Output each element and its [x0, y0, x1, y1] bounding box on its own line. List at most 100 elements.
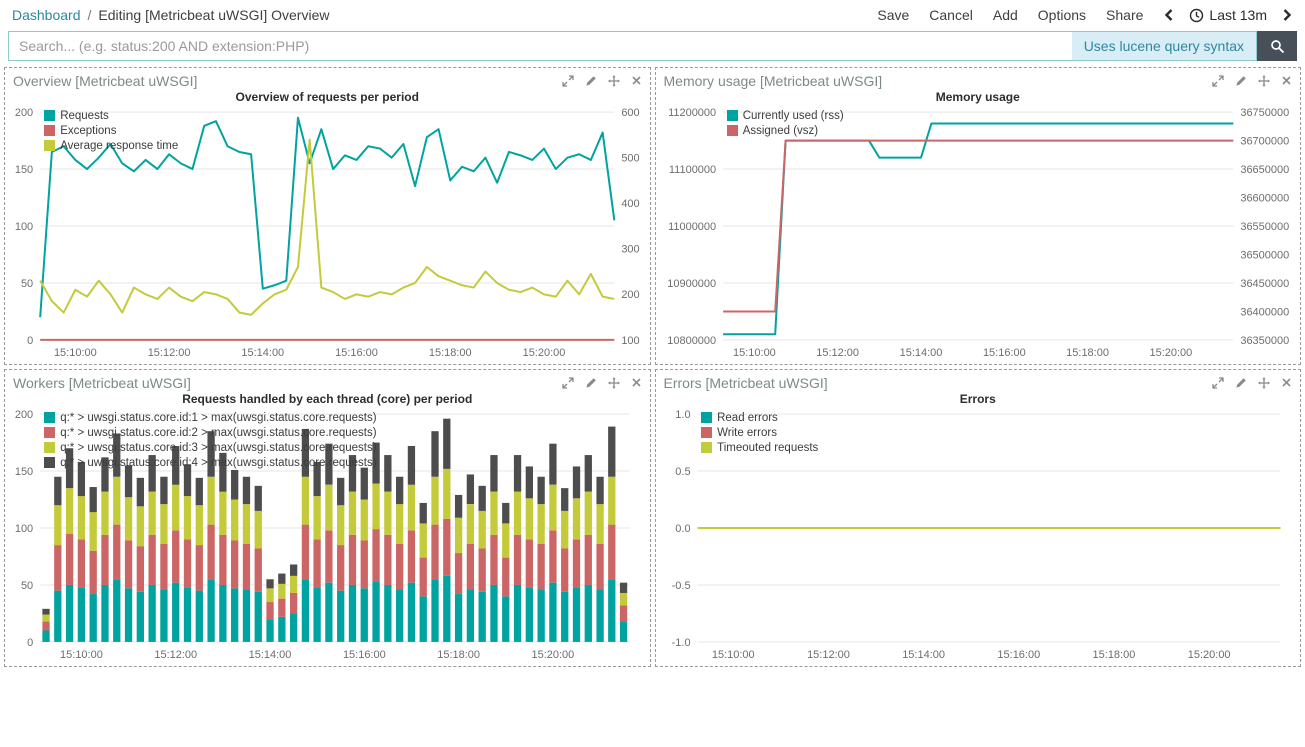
- svg-text:15:18:00: 15:18:00: [437, 649, 480, 661]
- chart-title: Requests handled by each thread (core) p…: [182, 392, 473, 406]
- panel-header: Errors [Metricbeat uWSGI]: [656, 370, 1301, 392]
- legend-swatch: [44, 140, 56, 151]
- search-input[interactable]: [9, 32, 1072, 60]
- breadcrumb-current: Editing [Metricbeat uWSGI] Overview: [98, 7, 330, 23]
- legend-swatch: [44, 442, 56, 453]
- chart-canvas: 0 50 100 150 200 15:10:00 15:12:00 15:14:00 15:1…: [15, 409, 630, 661]
- svg-text:-0.5: -0.5: [671, 580, 690, 592]
- overview-requests-chart: 0 50 100 150 200 100 200 300 400 500 600 15:10:00 15…: [9, 106, 646, 362]
- errors-chart: -1.0 -0.5 0.0 0.5 1.0 15:10:00 15:12:00 15:14:0…: [660, 408, 1297, 664]
- legend-label: Currently used (rss): [742, 109, 844, 122]
- svg-text:15:12:00: 15:12:00: [154, 649, 197, 661]
- svg-text:100: 100: [15, 523, 33, 535]
- move-panel-button[interactable]: [1258, 74, 1270, 87]
- legend-item[interactable]: Currently used (rss): [726, 108, 844, 123]
- svg-text:36600000: 36600000: [1240, 192, 1289, 204]
- chart-title: Memory usage: [935, 90, 1020, 104]
- panel-icons: [561, 376, 642, 389]
- svg-text:36500000: 36500000: [1240, 249, 1289, 261]
- search-submit-button[interactable]: [1257, 31, 1297, 61]
- legend-item[interactable]: q:* > uwsgi.status.core.id:3 > max(uwsgi…: [44, 440, 377, 455]
- remove-panel-button[interactable]: [1281, 75, 1292, 86]
- cancel-button[interactable]: Cancel: [929, 7, 973, 23]
- save-button[interactable]: Save: [877, 7, 910, 23]
- svg-text:15:16:00: 15:16:00: [335, 347, 378, 359]
- move-icon: [607, 74, 620, 87]
- legend-item[interactable]: Read errors: [701, 410, 818, 425]
- legend-item[interactable]: Write errors: [701, 425, 818, 440]
- timepicker-button[interactable]: Last 13m: [1183, 6, 1273, 24]
- breadcrumb-dashboard-link[interactable]: Dashboard: [12, 7, 81, 23]
- search-icon: [1270, 39, 1284, 53]
- svg-text:15:20:00: 15:20:00: [1149, 347, 1192, 359]
- svg-text:15:14:00: 15:14:00: [899, 347, 942, 359]
- svg-text:50: 50: [21, 278, 33, 290]
- legend-label: q:* > uwsgi.status.core.id:4 > max(uwsgi…: [60, 456, 377, 469]
- svg-text:15:16:00: 15:16:00: [982, 347, 1025, 359]
- expand-panel-button[interactable]: [1212, 74, 1224, 87]
- move-panel-button[interactable]: [1258, 376, 1270, 389]
- svg-text:15:10:00: 15:10:00: [60, 649, 103, 661]
- time-prev-button[interactable]: [1163, 8, 1175, 22]
- legend-item[interactable]: Assigned (vsz): [726, 123, 844, 138]
- legend-label: Requests: [60, 109, 109, 122]
- panel-title: Workers [Metricbeat uWSGI]: [13, 374, 191, 391]
- legend-label: Exceptions: [60, 124, 117, 137]
- edit-panel-button[interactable]: [585, 377, 597, 389]
- svg-text:1.0: 1.0: [675, 409, 690, 421]
- legend-label: q:* > uwsgi.status.core.id:3 > max(uwsgi…: [60, 441, 377, 454]
- time-next-button[interactable]: [1281, 8, 1293, 22]
- remove-panel-button[interactable]: [631, 75, 642, 86]
- svg-text:36400000: 36400000: [1240, 306, 1289, 318]
- move-icon: [1258, 376, 1270, 389]
- breadcrumb-separator: /: [87, 7, 92, 23]
- options-button[interactable]: Options: [1037, 7, 1087, 23]
- legend-label: q:* > uwsgi.status.core.id:1 > max(uwsgi…: [60, 411, 377, 424]
- svg-text:0: 0: [27, 637, 33, 649]
- legend-item[interactable]: Timeouted requests: [701, 440, 818, 455]
- legend-item[interactable]: Exceptions: [44, 123, 178, 138]
- panel-header: Memory usage [Metricbeat uWSGI]: [656, 68, 1301, 90]
- svg-text:11000000: 11000000: [668, 221, 716, 233]
- svg-text:50: 50: [21, 580, 33, 592]
- close-icon: [1282, 378, 1291, 387]
- move-panel-button[interactable]: [607, 376, 620, 389]
- expand-panel-button[interactable]: [561, 74, 574, 87]
- expand-panel-button[interactable]: [1212, 376, 1224, 389]
- svg-text:36450000: 36450000: [1240, 278, 1289, 290]
- legend-item[interactable]: q:* > uwsgi.status.core.id:2 > max(uwsgi…: [44, 425, 377, 440]
- legend-item[interactable]: q:* > uwsgi.status.core.id:1 > max(uwsgi…: [44, 410, 377, 425]
- svg-text:300: 300: [621, 244, 639, 256]
- svg-text:-1.0: -1.0: [671, 637, 690, 649]
- workers-requests-chart: 0 50 100 150 200 15:10:00 15:12:00 15:14:00 15:1…: [9, 408, 646, 664]
- edit-panel-button[interactable]: [585, 75, 597, 87]
- panel-icons: [1212, 376, 1292, 389]
- legend-label: Assigned (vsz): [742, 124, 819, 137]
- time-navigation: Last 13m: [1163, 6, 1293, 24]
- edit-panel-button[interactable]: [1235, 75, 1247, 87]
- chart-legend: Read errors Write errors Timeouted request…: [701, 410, 818, 455]
- close-icon: [1282, 76, 1291, 85]
- move-icon: [607, 376, 620, 389]
- legend-label: Read errors: [717, 411, 778, 424]
- svg-text:15:10:00: 15:10:00: [733, 347, 776, 359]
- lucene-syntax-link[interactable]: Uses lucene query syntax: [1071, 32, 1256, 60]
- edit-panel-button[interactable]: [1235, 377, 1247, 389]
- svg-text:15:12:00: 15:12:00: [148, 347, 191, 359]
- legend-item[interactable]: q:* > uwsgi.status.core.id:4 > max(uwsgi…: [44, 455, 377, 470]
- legend-swatch: [701, 412, 713, 423]
- legend-item[interactable]: Average response time: [44, 138, 178, 153]
- remove-panel-button[interactable]: [1281, 377, 1292, 388]
- svg-text:100: 100: [15, 221, 33, 233]
- share-button[interactable]: Share: [1106, 7, 1144, 23]
- svg-text:0: 0: [27, 335, 33, 347]
- move-panel-button[interactable]: [607, 74, 620, 87]
- expand-panel-button[interactable]: [561, 376, 574, 389]
- legend-item[interactable]: Requests: [44, 108, 178, 123]
- remove-panel-button[interactable]: [631, 377, 642, 388]
- svg-text:500: 500: [621, 153, 639, 165]
- add-button[interactable]: Add: [992, 7, 1018, 23]
- panel-title: Errors [Metricbeat uWSGI]: [663, 374, 828, 391]
- pencil-icon: [1236, 75, 1246, 86]
- legend-swatch: [44, 427, 56, 438]
